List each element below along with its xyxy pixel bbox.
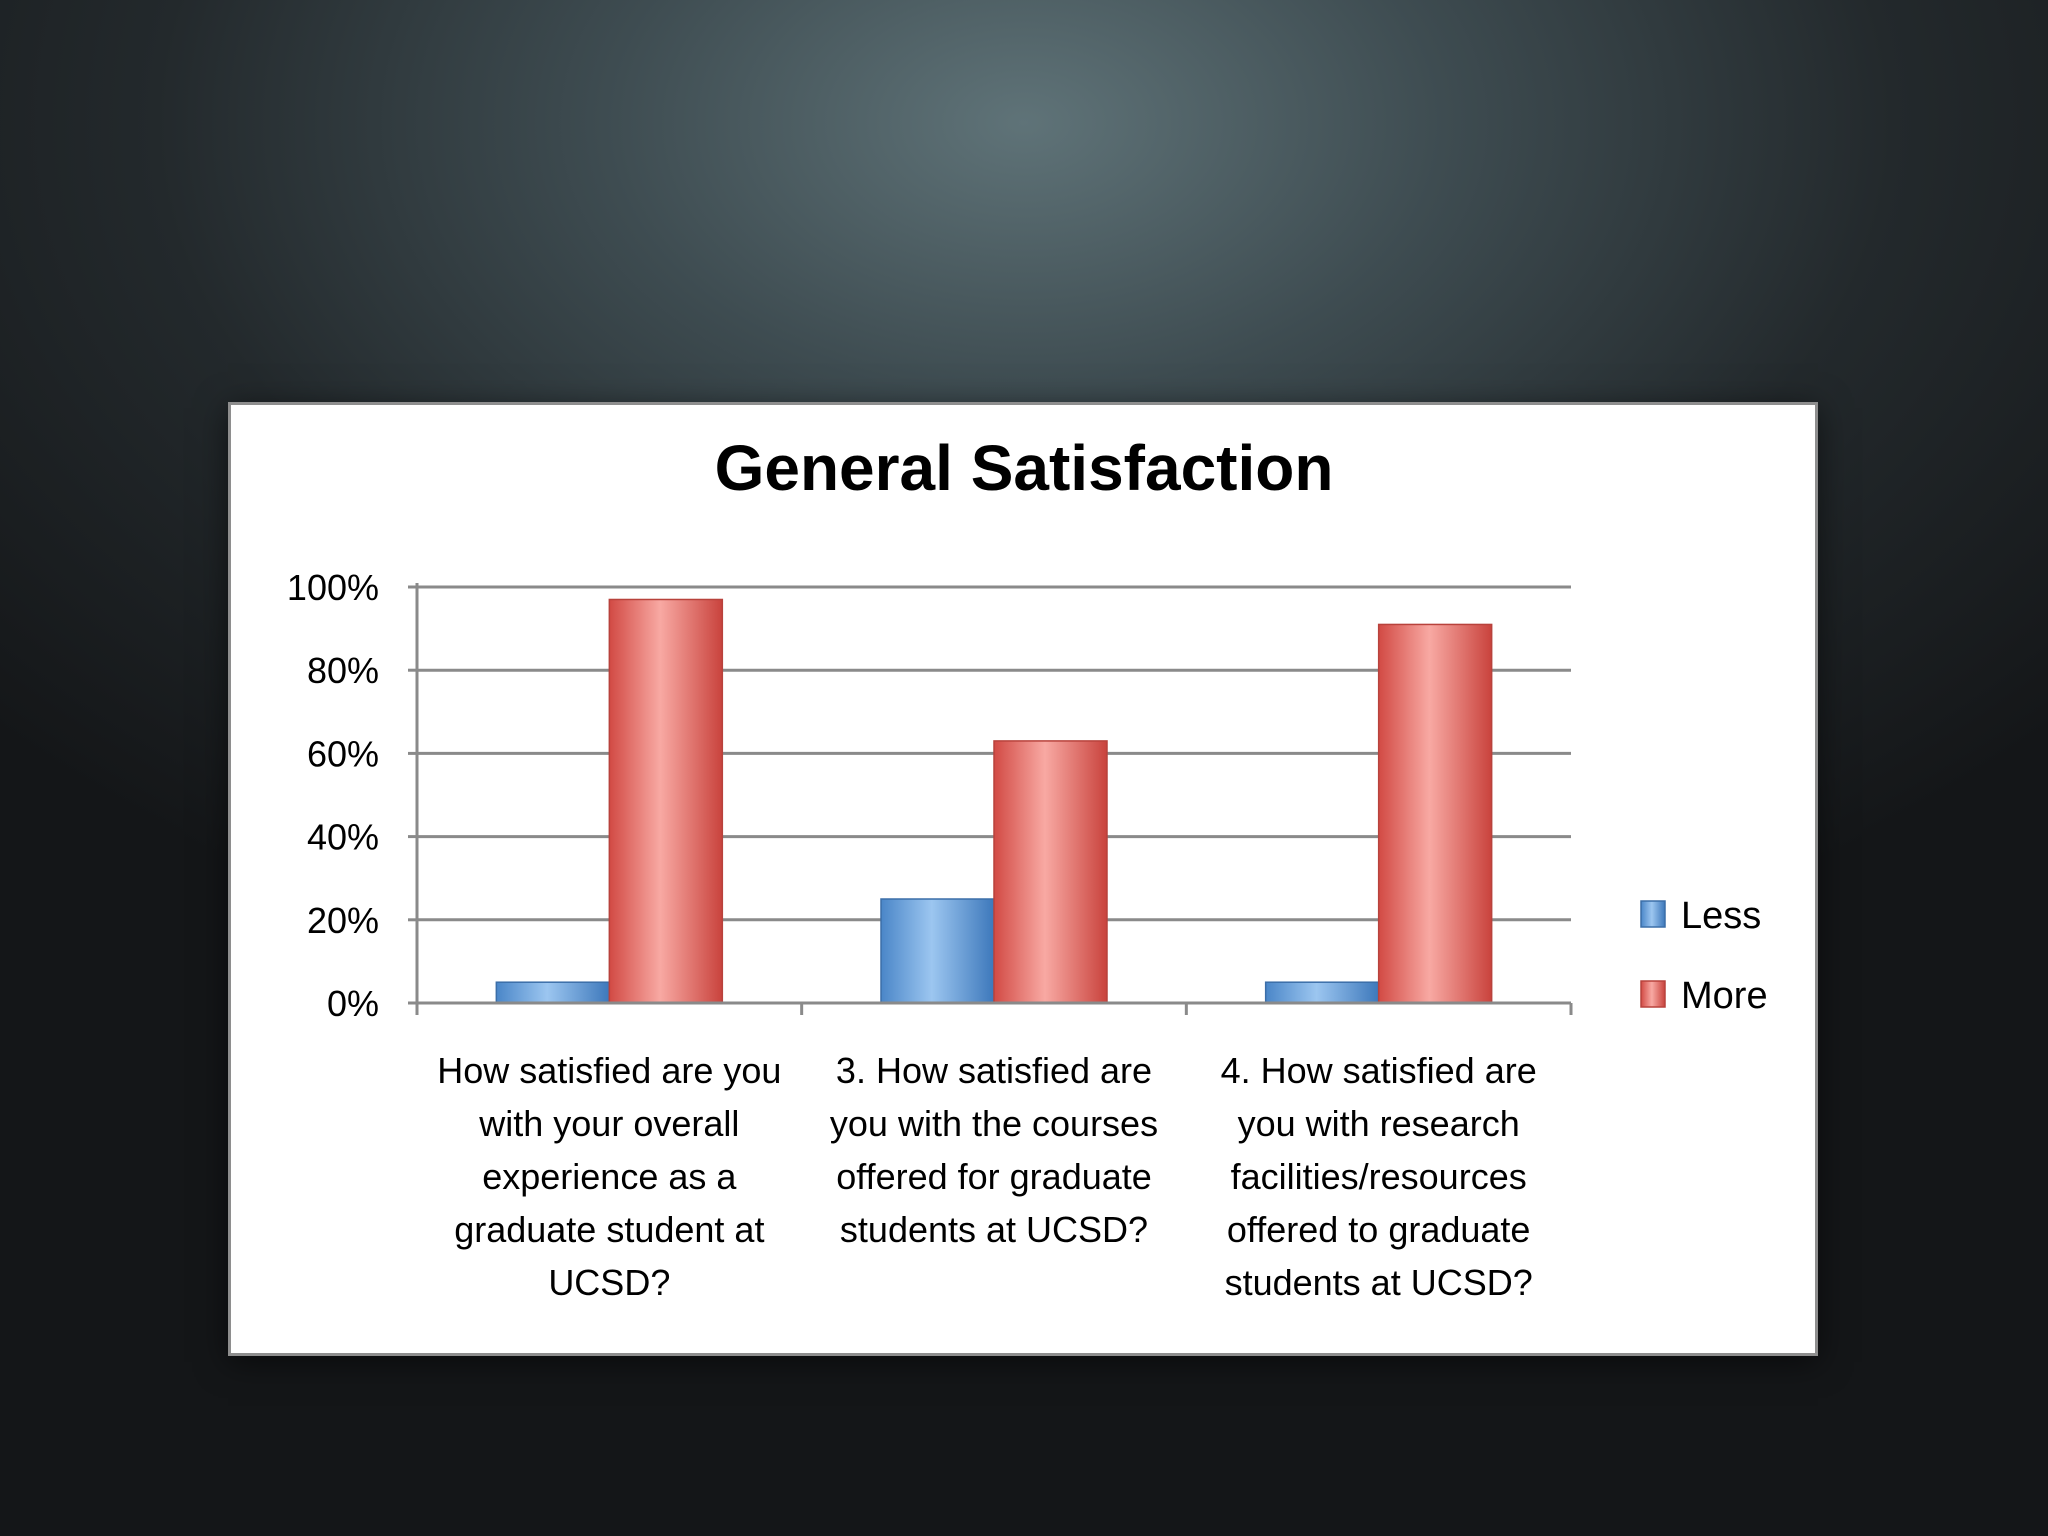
bar-more (608, 598, 724, 1004)
legend-swatch-less (1640, 900, 1666, 928)
x-category-label-line: students at UCSD? (840, 1209, 1148, 1250)
y-tick-label: 20% (307, 900, 379, 941)
legend-swatch-more (1640, 980, 1666, 1008)
x-category-label: 4. How satisfied are you with research fac… (1221, 1050, 1537, 1303)
legend-label-more: More (1681, 975, 1768, 1017)
y-tick-label: 80% (307, 650, 379, 691)
x-category-label-line: 4. How satisfied are (1221, 1050, 1537, 1091)
x-category-label-line: 3. How satisfied are (836, 1050, 1152, 1091)
y-tick-label: 100% (287, 567, 379, 608)
y-tick-label: 60% (307, 733, 379, 774)
bar-less (1264, 981, 1380, 1004)
bar-more (993, 740, 1108, 1004)
bar-less (880, 898, 995, 1004)
x-category-label-line: you with research (1238, 1103, 1520, 1144)
x-category-label-line: UCSD? (548, 1262, 670, 1303)
chart-panel: General Satisfaction 0% 20% 40% 60% 80% 100% H… (228, 402, 1818, 1356)
bar-less (495, 981, 611, 1004)
legend-label-less: Less (1681, 895, 1761, 937)
x-category-label-line: How satisfied are you (437, 1050, 781, 1091)
chart-title: General Satisfaction (715, 432, 1334, 504)
x-category-label-line: you with the courses (830, 1103, 1158, 1144)
y-tick-label: 40% (307, 817, 379, 858)
x-category-label-line: students at UCSD? (1225, 1262, 1533, 1303)
bar-more (1377, 623, 1493, 1004)
x-category-label-line: with your overall (478, 1103, 739, 1144)
x-category-label-line: experience as a (482, 1156, 737, 1197)
x-category-label-line: facilities/resources (1231, 1156, 1527, 1197)
x-category-label-line: offered to graduate (1227, 1209, 1531, 1250)
x-category-label-line: graduate student at (454, 1209, 764, 1250)
y-tick-label: 0% (327, 983, 379, 1024)
bar-chart: General Satisfaction 0% 20% 40% 60% 80% 100% H… (287, 432, 1768, 1303)
x-category-label: 3. How satisfied are you with the courses… (830, 1050, 1158, 1250)
x-category-label: How satisfied are you with your overall ex… (437, 1050, 781, 1303)
x-category-label-line: offered for graduate (836, 1156, 1152, 1197)
